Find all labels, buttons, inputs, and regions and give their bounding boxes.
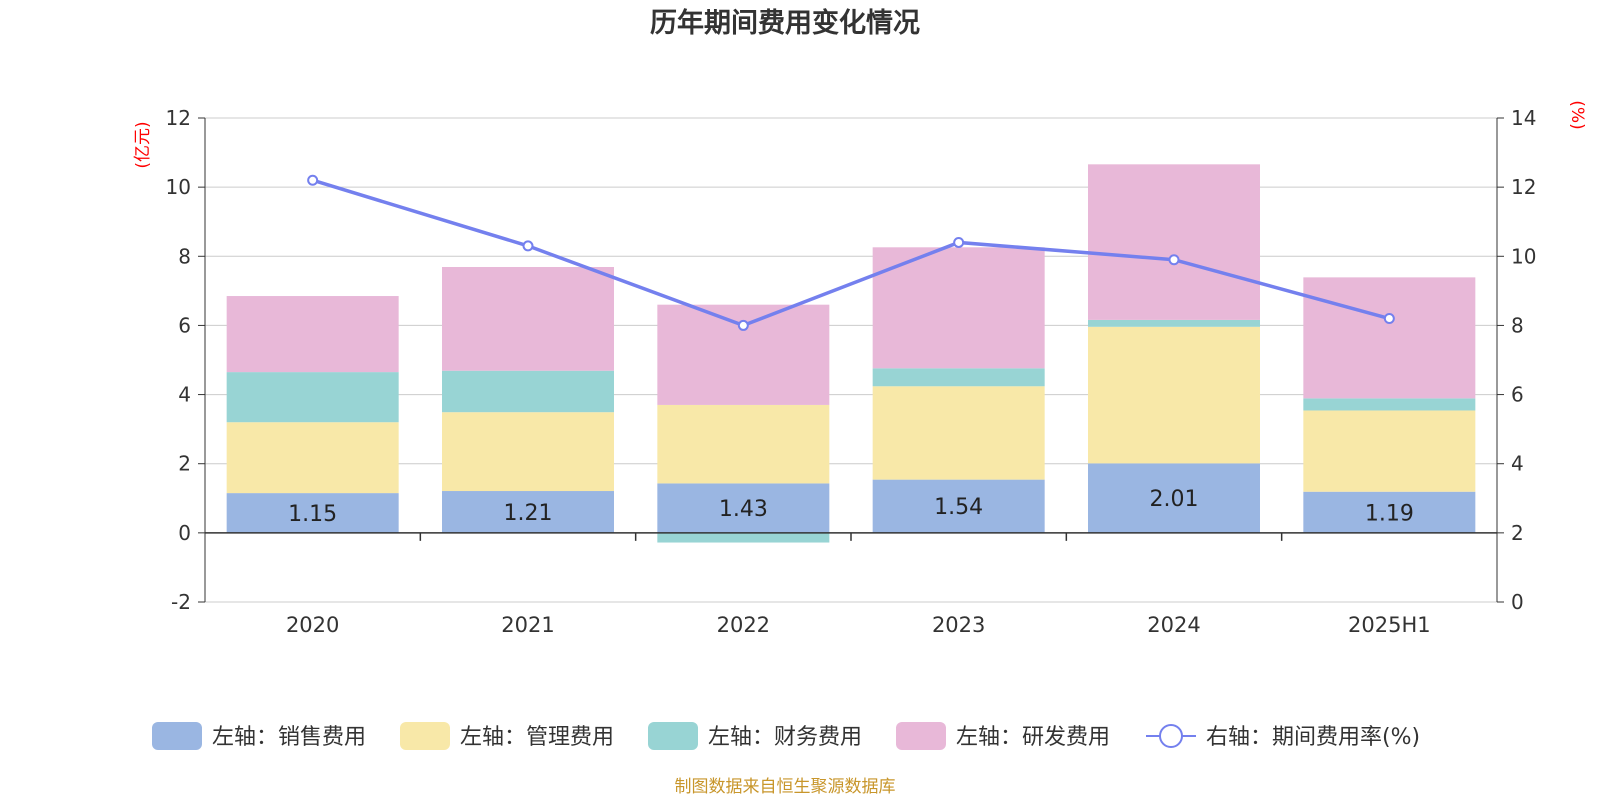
bar-segment	[872, 247, 1045, 369]
data-label: 1.43	[719, 497, 768, 522]
right-tick-label: 6	[1511, 383, 1524, 407]
legend-marker	[1159, 724, 1183, 748]
legend-label: 左轴：管理费用	[460, 725, 614, 750]
bar-segment	[1088, 326, 1260, 464]
bar-segment	[657, 404, 830, 484]
rate-point	[522, 240, 534, 252]
rate-point	[1383, 313, 1395, 325]
legend-swatch	[648, 722, 698, 750]
bar-segment	[1303, 398, 1476, 411]
left-axis-unit: (亿元)	[133, 121, 153, 168]
x-tick-label: 2022	[717, 613, 770, 637]
left-tick-label: 8	[178, 244, 191, 268]
legend-label: 左轴：销售费用	[212, 725, 366, 750]
chart-title: 历年期间费用变化情况	[650, 7, 920, 39]
x-tick-label: 2025H1	[1348, 613, 1431, 637]
bar-segment	[1303, 410, 1476, 492]
line-layer	[307, 174, 1395, 331]
bars-layer	[226, 164, 1476, 543]
bar-segment	[872, 368, 1045, 387]
data-label: 1.15	[288, 502, 337, 527]
right-tick-label: 2	[1511, 521, 1524, 545]
bar-segment	[1088, 463, 1260, 533]
right-tick-label: 4	[1511, 452, 1524, 476]
bar-segment	[657, 304, 830, 405]
bar-segment	[226, 493, 399, 533]
data-label: 2.01	[1150, 487, 1199, 512]
bar-segment	[657, 483, 830, 533]
rate-line	[312, 178, 1390, 328]
bar-segment	[1088, 319, 1260, 327]
right-axis-unit: (%)	[1567, 100, 1587, 129]
left-tick-label: 0	[178, 521, 191, 545]
x-tick-label: 2021	[501, 613, 554, 637]
grid-layer	[205, 117, 1497, 603]
x-tick-label: 2024	[1147, 613, 1200, 637]
bar-segment	[442, 370, 614, 413]
bar-segment	[1303, 277, 1476, 399]
data-label: 1.54	[934, 495, 983, 520]
left-tick-label: 2	[178, 452, 191, 476]
axes-layer: -2 0 2 4 6 8 10 12 0 2 4 6 8 10 12 14 2020 2021 2022 2023 20…	[166, 106, 1537, 637]
x-tick-label: 2023	[932, 613, 985, 637]
rate-point	[953, 236, 965, 248]
bar-segment	[442, 267, 614, 371]
data-label: 1.21	[504, 501, 553, 526]
legend-swatch	[400, 722, 450, 750]
bar-segment	[226, 372, 399, 423]
rate-point	[1168, 254, 1180, 266]
legend-label: 右轴：期间费用率(%)	[1206, 725, 1420, 750]
legend-swatch	[896, 722, 946, 750]
bar-segment	[226, 296, 399, 373]
right-tick-label: 0	[1511, 590, 1524, 614]
data-label: 1.19	[1365, 501, 1414, 526]
rate-point	[307, 174, 319, 186]
source-text: 制图数据来自恒生聚源数据库	[675, 777, 896, 797]
bar-segment	[442, 412, 614, 492]
labels-layer: 1.15 1.21 1.43 1.54 2.01 1.19	[288, 487, 1414, 527]
legend: 左轴：销售费用 左轴：管理费用 左轴：财务费用 左轴：研发费用 右轴：期间费用率(%)	[152, 722, 1420, 750]
left-tick-label: 6	[178, 313, 191, 337]
rate-point	[737, 319, 749, 331]
left-tick-label: 4	[178, 383, 191, 407]
left-tick-label: 12	[166, 106, 191, 130]
left-tick-label: -2	[171, 590, 191, 614]
bar-segment	[1088, 164, 1260, 320]
bar-segment	[872, 479, 1045, 533]
left-tick-label: 10	[166, 175, 191, 199]
legend-label: 左轴：研发费用	[956, 725, 1110, 750]
right-tick-label: 12	[1511, 175, 1536, 199]
bar-segment	[226, 422, 399, 494]
legend-label: 左轴：财务费用	[708, 725, 862, 750]
bar-segment	[442, 491, 614, 533]
x-tick-label: 2020	[286, 613, 339, 637]
bar-segment	[872, 386, 1045, 480]
legend-swatch	[152, 722, 202, 750]
right-tick-label: 14	[1511, 106, 1536, 130]
bar-segment	[1303, 491, 1476, 533]
right-tick-label: 8	[1511, 313, 1524, 337]
bar-segment	[657, 532, 830, 543]
right-tick-label: 10	[1511, 244, 1536, 268]
